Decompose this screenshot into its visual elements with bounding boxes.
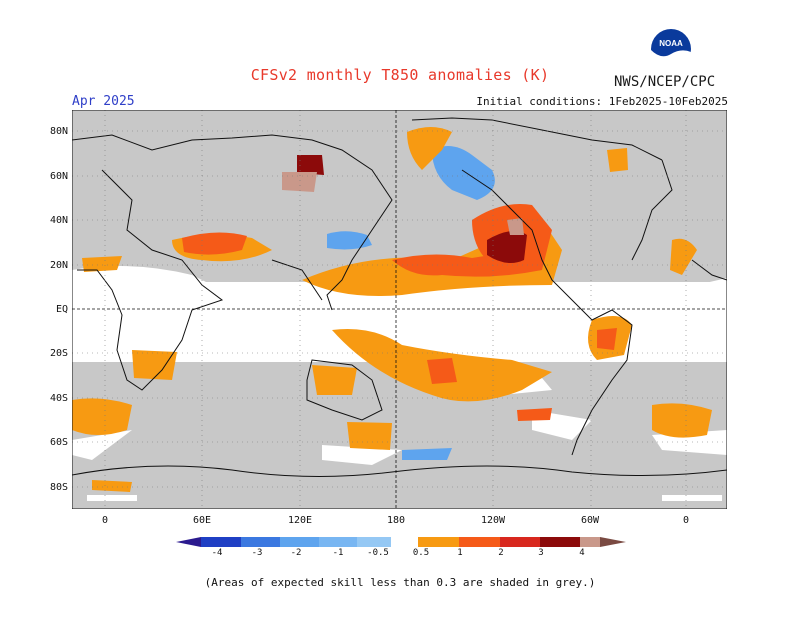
lon-label-180: 180: [386, 515, 406, 526]
colorbar-label: 3: [538, 548, 544, 558]
colorbar-swatch: [600, 537, 626, 547]
colorbar-label: -0.5: [367, 548, 389, 558]
colorbar-swatch: [580, 537, 600, 547]
lat-label-20s: 20S: [49, 348, 68, 359]
lon-label-0-east: 0: [682, 515, 690, 526]
colorbar-swatch: [540, 537, 580, 547]
colorbar-swatch: [459, 537, 500, 547]
initial-conditions: Initial conditions: 1Feb2025-10Feb2025: [476, 95, 728, 108]
colorbar-label: -1: [332, 548, 344, 558]
colorbar-label: -4: [211, 548, 223, 558]
colorbar-label: -2: [290, 548, 302, 558]
lon-label-60w: 60W: [580, 515, 600, 526]
colorbar-label: 2: [498, 548, 504, 558]
forecast-month: Apr 2025: [72, 94, 135, 109]
warm-anomalies: [72, 127, 712, 492]
noaa-logo-text: NOAA: [659, 39, 683, 48]
anomaly-map: [72, 110, 727, 509]
lat-label-60s: 60S: [49, 437, 68, 448]
colorbar-swatch: [418, 537, 459, 547]
noaa-logo: NOAA: [650, 29, 691, 70]
colorbar-swatch: [280, 537, 319, 547]
colorbar-swatch: [391, 537, 418, 547]
colorbar-swatch: [319, 537, 357, 547]
map-title: CFSv2 monthly T850 anomalies (K): [250, 66, 550, 84]
lat-label-40s: 40S: [49, 393, 68, 404]
colorbar-label: 1: [457, 548, 463, 558]
coastlines: [72, 117, 727, 478]
colorbar-label: 0.5: [412, 548, 430, 558]
colorbar-label: 4: [579, 548, 585, 558]
colorbar-swatch: [201, 537, 241, 547]
colorbar-swatch: [357, 537, 391, 547]
lat-label-20n: 20N: [49, 260, 68, 271]
lat-label-80s: 80S: [49, 482, 68, 493]
colorbar-label: -3: [251, 548, 263, 558]
cool-anomalies: [327, 146, 495, 460]
lat-label-80n: 80N: [49, 126, 68, 137]
colorbar-swatch: [241, 537, 280, 547]
org-label: NWS/NCEP/CPC: [614, 74, 716, 90]
lon-label-120e: 120E: [287, 515, 313, 526]
lat-label-eq: EQ: [55, 304, 68, 315]
colorbar: [176, 537, 626, 547]
lon-label-120w: 120W: [480, 515, 506, 526]
lon-label-60e: 60E: [192, 515, 212, 526]
lon-label-0: 0: [101, 515, 109, 526]
colorbar-swatch: [500, 537, 540, 547]
lat-label-40n: 40N: [49, 215, 68, 226]
skill-note: (Areas of expected skill less than 0.3 a…: [204, 576, 596, 589]
lat-label-60n: 60N: [49, 171, 68, 182]
colorbar-swatch: [176, 537, 201, 547]
